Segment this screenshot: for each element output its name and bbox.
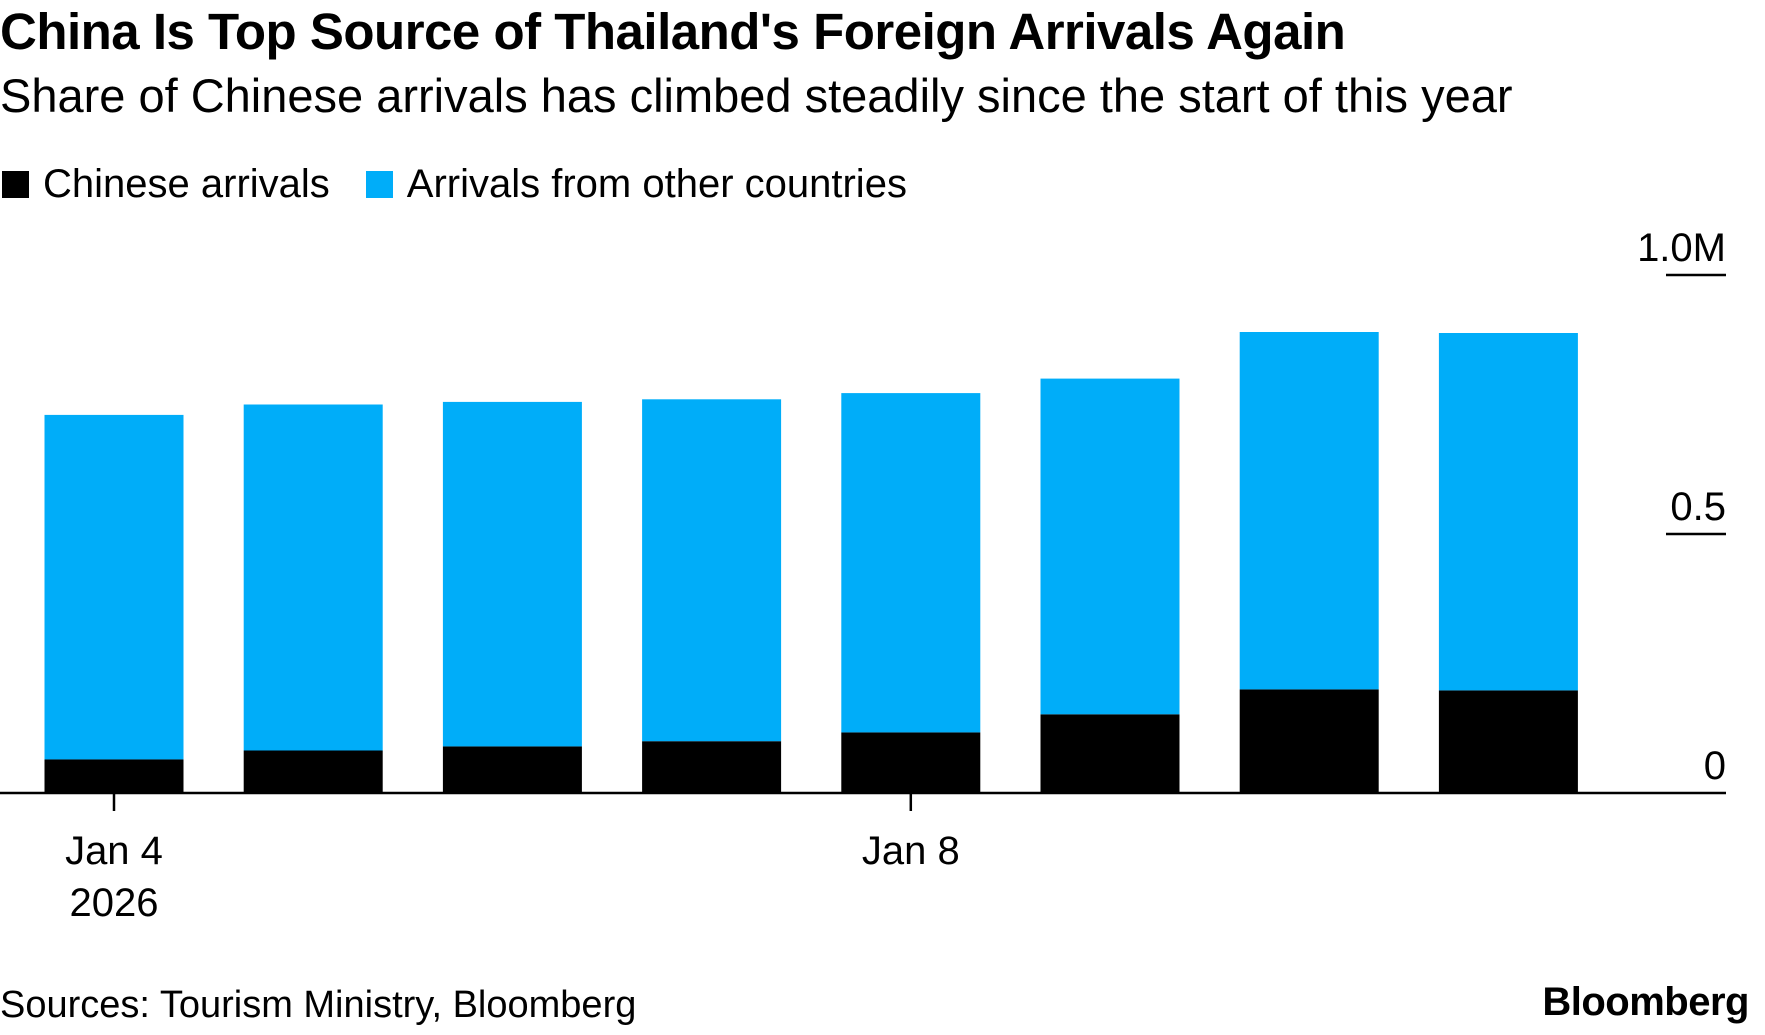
x-tick-label-1: Jan 8 xyxy=(862,829,960,873)
bar-other-8 xyxy=(1438,333,1578,691)
bar-other-4 xyxy=(642,399,782,742)
legend-item-other: Arrivals from other countries xyxy=(365,162,907,207)
legend-item-chinese: Chinese arrivals xyxy=(2,162,330,207)
bar-chinese-1 xyxy=(44,759,184,793)
y-tick-label-1: 0.5 xyxy=(1670,485,1726,529)
bar-chinese-2 xyxy=(243,750,383,793)
bar-other-2 xyxy=(243,404,383,751)
source-note: Sources: Tourism Ministry, Bloomberg xyxy=(0,984,637,1026)
x-tick-label-0: Jan 4 xyxy=(65,829,163,873)
legend-label-other: Arrivals from other countries xyxy=(406,162,907,206)
bar-other-6 xyxy=(1040,378,1180,715)
bar-other-7 xyxy=(1239,332,1379,690)
bar-chinese-3 xyxy=(442,746,582,793)
y-tick-label-0: 0 xyxy=(1704,744,1726,788)
legend-label-chinese: Chinese arrivals xyxy=(43,162,330,206)
bar-chinese-6 xyxy=(1040,714,1180,793)
bloomberg-logo: Bloomberg xyxy=(1542,980,1749,1024)
chart-subtitle: Share of Chinese arrivals has climbed st… xyxy=(0,69,1513,122)
legend-swatch-chinese xyxy=(2,171,29,198)
bar-chinese-5 xyxy=(841,732,981,793)
y-tick-label-2: 1.0M xyxy=(1637,226,1726,270)
chart-title: China Is Top Source of Thailand's Foreig… xyxy=(0,3,1346,60)
bar-other-1 xyxy=(44,414,184,760)
bar-chinese-4 xyxy=(642,741,782,793)
bar-other-3 xyxy=(442,401,582,747)
legend-swatch-other xyxy=(365,171,393,198)
bar-chinese-7 xyxy=(1239,689,1379,793)
bar-chinese-8 xyxy=(1438,690,1578,793)
x-tick-sublabel-0: 2026 xyxy=(70,881,159,925)
bar-other-5 xyxy=(841,393,981,733)
legend: Chinese arrivals Arrivals from other cou… xyxy=(2,162,943,207)
